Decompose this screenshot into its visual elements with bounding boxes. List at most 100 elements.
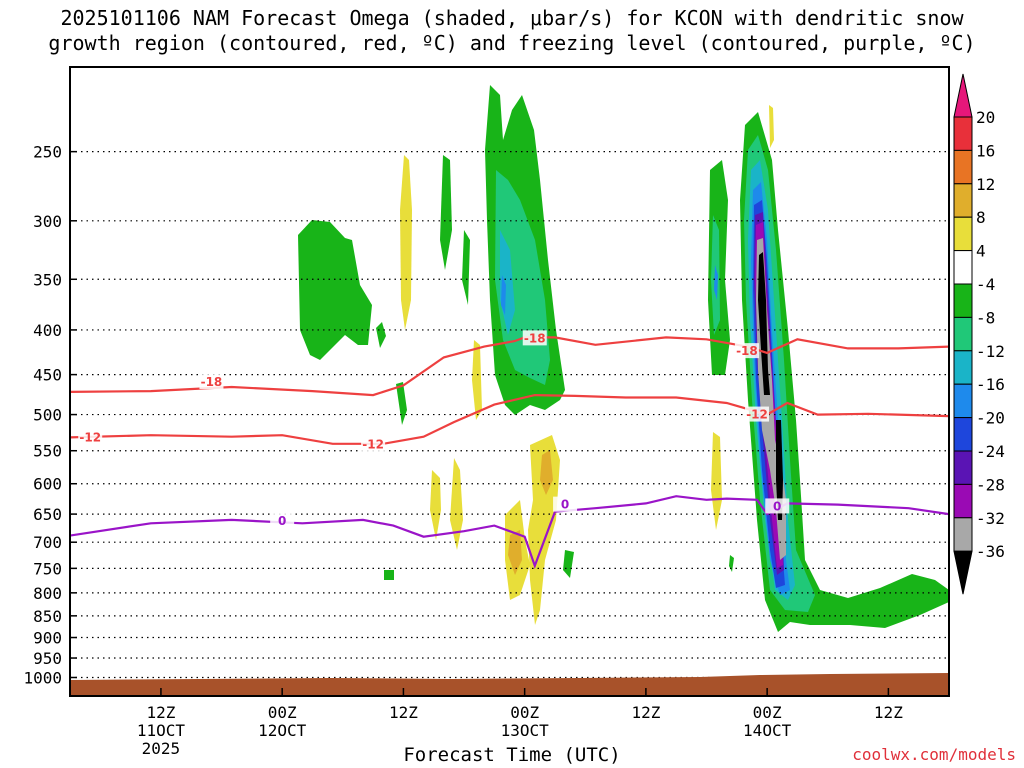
omega-blob-yellow-4 — [450, 458, 463, 550]
contour-label-bg-2-0 — [270, 513, 295, 529]
colorbar-label-7: -12 — [976, 342, 1005, 361]
omega-blob-blue-1 — [501, 275, 506, 315]
y-tick-label-1000: 1000 — [23, 668, 62, 687]
contour-label-0-1: -18 — [524, 331, 546, 345]
x-tick-label-4-0: 12Z — [631, 703, 660, 722]
contour-label-bg-1-0 — [78, 429, 103, 445]
y-tick-label-850: 850 — [33, 607, 62, 626]
credit-link[interactable]: coolwx.com/models — [852, 745, 1016, 764]
y-tick-label-500: 500 — [33, 406, 62, 425]
contour-label-bg-0-0 — [199, 374, 224, 390]
omega-blob-black-1 — [758, 252, 770, 395]
plot-frame — [69, 66, 950, 697]
colorbar-segment-4 — [953, 216, 973, 252]
y-tick-label-400: 400 — [33, 321, 62, 340]
contour-label-2-1: 0 — [561, 498, 569, 512]
contour-label-bg-1-2 — [745, 406, 770, 422]
omega-blob-yellow-3 — [430, 470, 441, 540]
omega-blob-yellow-8 — [769, 105, 774, 148]
colorbar-segment-14 — [953, 550, 973, 595]
omega-blob-green-3 — [396, 382, 407, 425]
colorbar-segment-10 — [953, 417, 973, 452]
y-tick-label-950: 950 — [33, 649, 62, 668]
colorbar-label-13: -36 — [976, 542, 1005, 561]
y-tick-label-900: 900 — [33, 629, 62, 648]
omega-blob-yellow-6 — [528, 435, 560, 625]
y-tick-label-650: 650 — [33, 505, 62, 524]
contour-label-0-0: -18 — [201, 375, 223, 389]
title-line-2: growth region (contoured, red, ºC) and f… — [48, 31, 976, 55]
y-tick-label-550: 550 — [33, 442, 62, 461]
omega-blob-blue-2 — [714, 265, 718, 300]
contour-label-bg-2-1 — [553, 496, 578, 512]
x-tick-label-2-0: 12Z — [389, 703, 418, 722]
omega-blob-yellow-2 — [472, 340, 482, 420]
colorbar-label-6: -8 — [976, 308, 995, 327]
omega-blob-green-4 — [384, 570, 394, 580]
y-axis: 250 300 350 400 450 500 550 600 650 700 750 800 850 9… — [23, 143, 77, 687]
y-tick-label-300: 300 — [33, 212, 62, 231]
x-tick-label-3-0: 00Z — [510, 703, 539, 722]
contour-label-bg-0-2 — [734, 343, 759, 359]
omega-shading — [298, 85, 949, 632]
colorbar-label-9: -20 — [976, 409, 1005, 428]
colorbar-label-10: -24 — [976, 442, 1005, 461]
colorbar-label-11: -28 — [976, 475, 1005, 494]
ground-terrain — [70, 673, 949, 696]
x-tick-label-1-1: 12OCT — [258, 721, 307, 740]
x-axis-title: Forecast Time (UTC) — [403, 744, 621, 766]
contour-label-2-0: 0 — [278, 514, 286, 528]
contour-label-1-1: -12 — [362, 437, 384, 451]
omega-blob-green-1 — [298, 220, 372, 360]
contour-label-0-2: -18 — [736, 344, 758, 358]
colorbar-label-5: -4 — [976, 275, 995, 294]
contour-label-2-2: 0 — [773, 499, 781, 513]
colorbar-label-4: 4 — [976, 242, 986, 261]
title-line-1: 2025101106 NAM Forecast Omega (shaded, μ… — [60, 6, 964, 30]
colorbar-segment-11 — [953, 450, 973, 485]
contour-label-1-2: -12 — [746, 408, 768, 422]
omega-blob-green-10 — [729, 555, 734, 572]
y-tick-label-800: 800 — [33, 584, 62, 603]
x-tick-label-5-0: 00Z — [753, 703, 782, 722]
contour-label-1-0: -12 — [79, 430, 101, 444]
colorbar-segment-5 — [953, 250, 973, 285]
colorbar-label-12: -32 — [976, 509, 1005, 528]
colorbar-segment-13 — [953, 517, 973, 552]
omega-blob-yellow-7 — [711, 432, 722, 530]
plot-area: -18 -18 -18 -12 -12 -12 0 0 0 — [70, 85, 949, 696]
x-tick-label-0-0: 12Z — [146, 703, 175, 722]
omega-blob-green-5 — [440, 155, 452, 270]
omega-blob-green-8 — [563, 550, 574, 578]
omega-blob-black-2 — [776, 420, 783, 520]
contour-label-bg-2-2 — [765, 498, 790, 514]
x-tick-label-6-0: 12Z — [874, 703, 903, 722]
colorbar-label-2: 12 — [976, 175, 995, 194]
colorbar-label-0: 20 — [976, 108, 995, 127]
x-tick-label-5-1: 14OCT — [743, 721, 792, 740]
omega-blob-green-2 — [376, 322, 386, 348]
colorbar-label-3: 8 — [976, 208, 986, 227]
colorbar-segment-8 — [953, 350, 973, 385]
colorbar-segment-3 — [953, 183, 973, 218]
y-tick-label-450: 450 — [33, 366, 62, 385]
colorbar-segment-7 — [953, 316, 973, 352]
contour-label-bg-0-1 — [522, 330, 547, 346]
colorbar-label-8: -16 — [976, 375, 1005, 394]
x-tick-label-0-2: 2025 — [142, 739, 181, 758]
y-tick-label-350: 350 — [33, 270, 62, 289]
x-tick-label-0-1: 11OCT — [137, 721, 186, 740]
omega-blob-green-6 — [462, 230, 470, 305]
contour-lines: -18 -18 -18 -12 -12 -12 0 0 0 — [70, 330, 949, 570]
colorbar-segment-6 — [953, 283, 973, 318]
colorbar-segment-0 — [953, 73, 973, 118]
colorbar: 20 16 12 8 4 -4 -8 -12 -16 -20 -24 -28 -32 -36 — [953, 73, 1005, 595]
page-title: 2025101106 NAM Forecast Omega (shaded, μ… — [0, 6, 1024, 56]
contour-label-bg-1-1 — [361, 436, 386, 452]
colorbar-segment-12 — [953, 483, 973, 519]
colorbar-label-1: 16 — [976, 141, 995, 160]
omega-blob-orange-2 — [508, 530, 522, 575]
colorbar-segment-1 — [953, 116, 973, 151]
